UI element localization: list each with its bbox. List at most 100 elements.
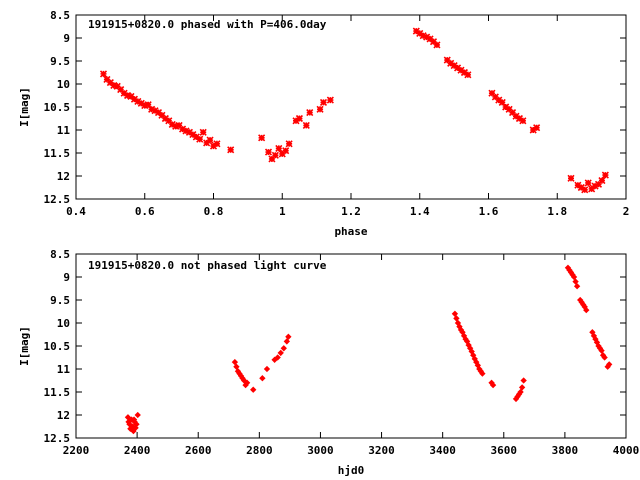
x-tick-label: 0.6 [135, 205, 155, 218]
data-point [130, 416, 138, 423]
data-point [450, 62, 458, 70]
data-point [443, 56, 451, 64]
x-tick-label: 0.8 [204, 205, 224, 218]
data-point [570, 273, 578, 281]
x-tick-label: 2400 [124, 444, 151, 457]
data-point [278, 150, 286, 158]
data-point [154, 108, 163, 117]
y-tick-label: 11.5 [44, 386, 71, 399]
data-point [533, 124, 541, 132]
x-tick-label: 0.4 [66, 205, 86, 218]
data-point [282, 147, 290, 155]
data-point [243, 379, 251, 386]
data-point [283, 338, 290, 345]
data-point [460, 68, 469, 77]
data-point [178, 125, 187, 133]
data-point [529, 126, 537, 134]
x-axis-label: hjd0 [338, 464, 365, 477]
data-point [275, 144, 283, 152]
data-point [416, 29, 424, 37]
data-point [103, 75, 111, 83]
data-point [168, 120, 176, 129]
data-point [263, 365, 271, 373]
data-point [125, 418, 132, 426]
data-point [268, 155, 276, 163]
data-point [123, 91, 132, 100]
x-axis-label: phase [334, 225, 367, 238]
y-tick-label: 9 [63, 32, 70, 45]
data-point [137, 99, 145, 107]
y-tick-label: 11 [57, 124, 71, 137]
data-point [601, 354, 608, 361]
data-point [151, 107, 159, 115]
data-point [508, 108, 517, 117]
data-point [495, 96, 503, 104]
data-point [479, 370, 486, 377]
data-point [206, 136, 214, 144]
data-point [572, 278, 579, 285]
data-point [148, 105, 156, 113]
x-tick-label: 3600 [491, 444, 518, 457]
data-point [233, 363, 240, 370]
data-point [426, 35, 434, 43]
y-tick-label: 11.5 [44, 147, 71, 160]
data-point [306, 108, 314, 117]
data-point [601, 171, 609, 179]
data-point [258, 134, 266, 142]
data-point [574, 181, 582, 189]
x-tick-label: 2600 [185, 444, 212, 457]
plot-frame [75, 14, 627, 200]
data-point [141, 102, 149, 110]
data-point [161, 114, 169, 123]
chart-title: 191915+0820.0 phased with P=406.0day [88, 18, 327, 31]
data-point [464, 71, 472, 79]
data-point [240, 377, 248, 384]
data-point [518, 384, 526, 391]
data-point [165, 117, 173, 125]
ticks: 0.4 0.6 0.8 1 1.2 1.4 1.6 1.8 2 8.5 9 9.5 10 10.5 11 11… [44, 9, 630, 218]
data-points [99, 27, 609, 194]
data-point [326, 96, 334, 104]
data-point [130, 95, 139, 103]
data-point [185, 128, 194, 136]
data-point [594, 180, 603, 188]
data-points [124, 264, 613, 435]
y-tick-label: 12 [57, 409, 70, 422]
data-point [203, 139, 211, 147]
data-point [598, 347, 605, 354]
x-tick-label: 1.4 [410, 205, 430, 218]
data-point [520, 377, 527, 384]
y-axis-label: I[mag] [18, 326, 31, 366]
data-point [433, 41, 441, 49]
data-point [134, 411, 141, 419]
y-axis-label: I[mag] [18, 87, 31, 127]
top-panel-phased: 191915+0820.0 phased with P=406.0day pha… [18, 9, 629, 238]
data-point [295, 114, 304, 123]
x-tick-label: 1.2 [341, 205, 361, 218]
y-tick-label: 10.5 [44, 340, 71, 353]
data-point [133, 421, 140, 428]
y-tick-label: 9 [63, 271, 70, 284]
data-point [316, 105, 324, 113]
data-point [505, 105, 513, 113]
data-point [250, 386, 257, 393]
y-tick-label: 12.5 [44, 432, 71, 445]
data-point [199, 128, 207, 136]
x-tick-label: 2 [623, 205, 630, 218]
data-point [577, 183, 585, 192]
y-tick-label: 10 [57, 78, 70, 91]
data-point [488, 89, 496, 97]
data-point [172, 122, 180, 130]
ticks: 2200 2400 2600 2800 3000 3200 3400 3600 3800 4000… [44, 248, 640, 457]
x-tick-label: 1.6 [479, 205, 499, 218]
x-tick-label: 3800 [552, 444, 579, 457]
data-point [113, 82, 121, 90]
plot-frame [75, 253, 627, 439]
data-point [491, 93, 499, 101]
data-point [453, 64, 462, 72]
y-tick-label: 9.5 [50, 294, 70, 307]
data-point [581, 186, 589, 194]
x-tick-label: 2200 [63, 444, 90, 457]
data-point [285, 140, 293, 148]
data-point [515, 114, 524, 123]
